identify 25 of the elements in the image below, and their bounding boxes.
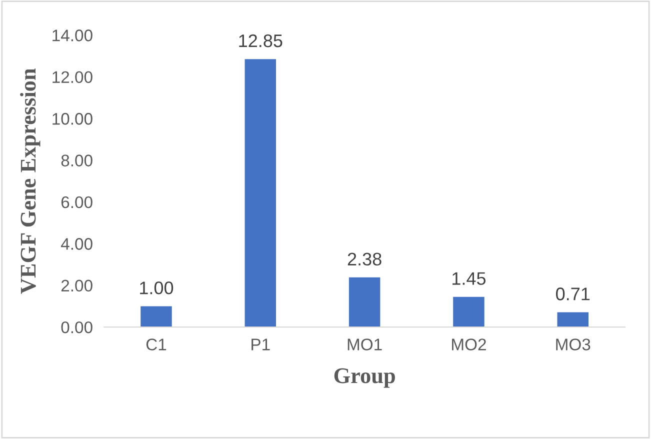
bar	[140, 306, 172, 328]
y-tick-label: 8.00	[61, 154, 92, 166]
y-tick-label: 12.00	[52, 71, 92, 84]
bar	[348, 277, 380, 328]
data-label: 12.85	[239, 34, 282, 48]
y-tick-label: 6.00	[61, 196, 92, 208]
x-tick-label: MO1	[348, 338, 382, 350]
bar	[244, 59, 276, 328]
data-label: 1.00	[140, 282, 174, 294]
y-tick-label: 10.00	[52, 112, 92, 125]
y-tick-label: 14.00	[52, 30, 92, 42]
x-tick-label: MO2	[452, 338, 486, 350]
y-tick-label: 0.00	[61, 321, 92, 334]
x-tick-label: MO3	[556, 338, 590, 350]
data-label: 0.71	[556, 288, 590, 300]
x-tick-label: C1	[146, 338, 166, 350]
y-tick-label: 4.00	[60, 238, 92, 250]
x-axis-title: Group	[334, 368, 395, 388]
y-axis-title: VEGF Gene Expression	[20, 68, 40, 294]
bar	[453, 296, 484, 328]
data-label: 1.45	[452, 272, 486, 285]
x-tick-label: P1	[252, 338, 270, 350]
bar	[557, 312, 589, 328]
y-tick-label: 2.00	[61, 280, 92, 292]
data-label: 2.38	[348, 252, 382, 266]
